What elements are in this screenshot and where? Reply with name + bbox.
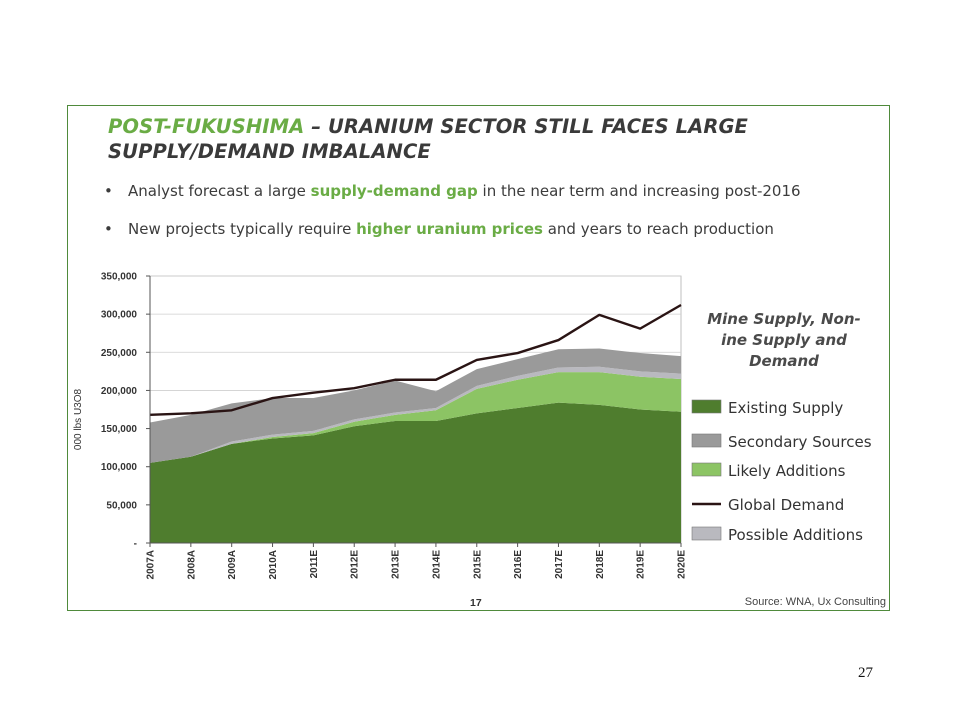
x-tick-label: 2014E bbox=[431, 550, 442, 579]
bullet-text: in the near term and increasing post-201… bbox=[477, 182, 801, 200]
x-tick-label: 2015E bbox=[472, 550, 483, 579]
x-tick-label: 2008A bbox=[186, 550, 197, 579]
title-rest: – URANIUM SECTOR STILL FACES LARGE SUPPL… bbox=[108, 115, 748, 163]
y-tick-label: 200,000 bbox=[101, 386, 138, 397]
line-global-demand bbox=[149, 303, 682, 417]
x-tick-label: 2019E bbox=[636, 550, 647, 579]
y-tick-label: - bbox=[134, 539, 137, 550]
x-tick-label: 2009A bbox=[227, 550, 238, 579]
chart-title-line: ine Supply and bbox=[721, 331, 847, 349]
x-tick-label: 2013E bbox=[391, 550, 402, 579]
y-tick-label: 350,000 bbox=[101, 272, 138, 283]
x-tick-label: 2017E bbox=[554, 550, 565, 579]
x-tick-label: 2012E bbox=[350, 550, 361, 579]
y-axis-label: 000 lbs U3O8 bbox=[73, 388, 84, 450]
legend-label: Global Demand bbox=[728, 496, 844, 514]
bullet-item: • Analyst forecast a large supply-demand … bbox=[104, 182, 801, 200]
source-note: Source: WNA, Ux Consulting bbox=[744, 596, 886, 608]
area-secondary-sources bbox=[150, 348, 681, 463]
chart-title-line: Demand bbox=[749, 352, 819, 370]
area-likely-additions bbox=[150, 372, 681, 463]
legend-label: Likely Additions bbox=[728, 462, 846, 480]
legend-swatch bbox=[691, 433, 722, 448]
footer-page-number: 17 bbox=[470, 597, 482, 609]
bullet-text: Analyst forecast a large bbox=[128, 182, 311, 200]
bullet-item: • New projects typically require higher u… bbox=[104, 220, 774, 238]
x-tick-label: 2011E bbox=[309, 550, 320, 579]
legend-swatch bbox=[691, 462, 722, 477]
bullet-highlight: higher uranium prices bbox=[356, 220, 543, 238]
chart-title-line: Mine Supply, Non- bbox=[707, 310, 861, 328]
legend-label: Secondary Sources bbox=[728, 433, 872, 451]
y-tick-label: 100,000 bbox=[101, 462, 138, 473]
legend-swatch bbox=[691, 399, 722, 414]
legend-label: Existing Supply bbox=[728, 399, 843, 417]
bullet-dot: • bbox=[104, 220, 113, 238]
legend-label: Possible Additions bbox=[728, 526, 863, 544]
bullet-text: New projects typically require bbox=[128, 220, 357, 238]
bullet-text: and years to reach production bbox=[542, 220, 774, 238]
bullet-highlight: supply-demand gap bbox=[310, 182, 478, 200]
x-tick-label: 2016E bbox=[513, 550, 524, 579]
x-tick-label: 2020E bbox=[677, 550, 688, 579]
title-highlight: POST-FUKUSHIMA bbox=[108, 115, 305, 138]
slide-number: 27 bbox=[858, 665, 873, 681]
legend-swatch bbox=[691, 526, 722, 541]
y-tick-label: 50,000 bbox=[106, 500, 137, 511]
x-tick-label: 2007A bbox=[146, 550, 157, 579]
x-tick-label: 2010A bbox=[268, 550, 279, 579]
y-tick-label: 150,000 bbox=[101, 424, 138, 435]
y-tick-label: 250,000 bbox=[101, 348, 138, 359]
x-tick-label: 2018E bbox=[595, 550, 606, 579]
bullet-dot: • bbox=[104, 182, 113, 200]
area-existing-supply bbox=[150, 402, 681, 543]
y-tick-label: 300,000 bbox=[101, 310, 138, 321]
slide-title: POST-FUKUSHIMA – URANIUM SECTOR STILL FA… bbox=[108, 114, 848, 164]
